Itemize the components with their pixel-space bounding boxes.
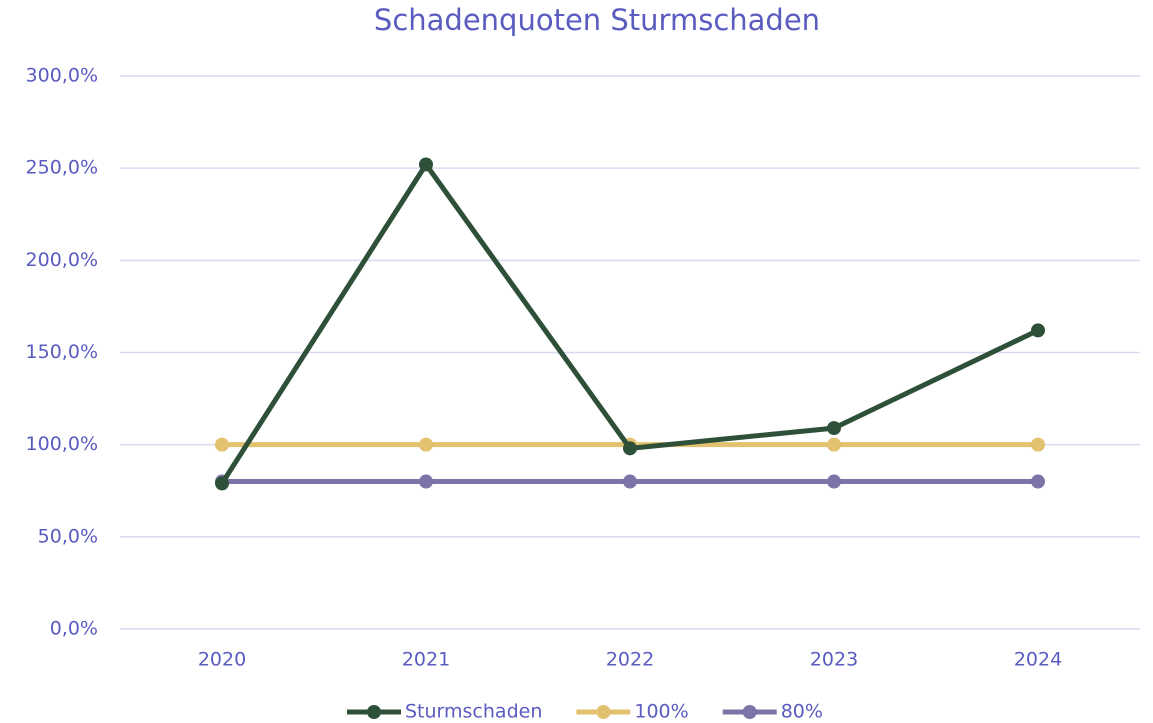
legend-marker	[596, 705, 611, 719]
legend-label: Sturmschaden	[405, 701, 542, 723]
data-point	[1031, 437, 1045, 452]
data-point	[827, 474, 841, 489]
data-point	[419, 474, 433, 489]
data-point	[215, 437, 229, 452]
x-tick-label: 2020	[198, 649, 246, 671]
data-point	[419, 157, 433, 172]
chart-title: Schadenquoten Sturmschaden	[374, 3, 820, 37]
x-tick-label: 2024	[1014, 649, 1062, 671]
data-point	[623, 474, 637, 489]
data-point	[827, 421, 841, 436]
legend-label: 100%	[634, 701, 688, 723]
legend-label: 80%	[781, 701, 823, 723]
y-tick-label: 150,0%	[26, 341, 98, 363]
y-tick-label: 200,0%	[26, 249, 98, 271]
data-point	[419, 437, 433, 452]
y-tick-label: 0,0%	[50, 618, 98, 640]
x-tick-label: 2022	[606, 649, 654, 671]
x-tick-label: 2023	[810, 649, 858, 671]
data-point	[827, 437, 841, 452]
x-tick-label: 2021	[402, 649, 450, 671]
y-tick-label: 300,0%	[26, 65, 98, 87]
y-tick-label: 250,0%	[26, 157, 98, 179]
series-line	[219, 161, 1040, 485]
legend-marker	[367, 705, 381, 719]
data-point	[1031, 323, 1045, 338]
data-point	[1031, 474, 1045, 489]
y-tick-label: 50,0%	[38, 525, 98, 547]
y-tick-label: 100,0%	[26, 433, 98, 455]
data-point	[623, 441, 637, 456]
legend-marker	[742, 705, 757, 719]
data-point	[215, 476, 229, 491]
